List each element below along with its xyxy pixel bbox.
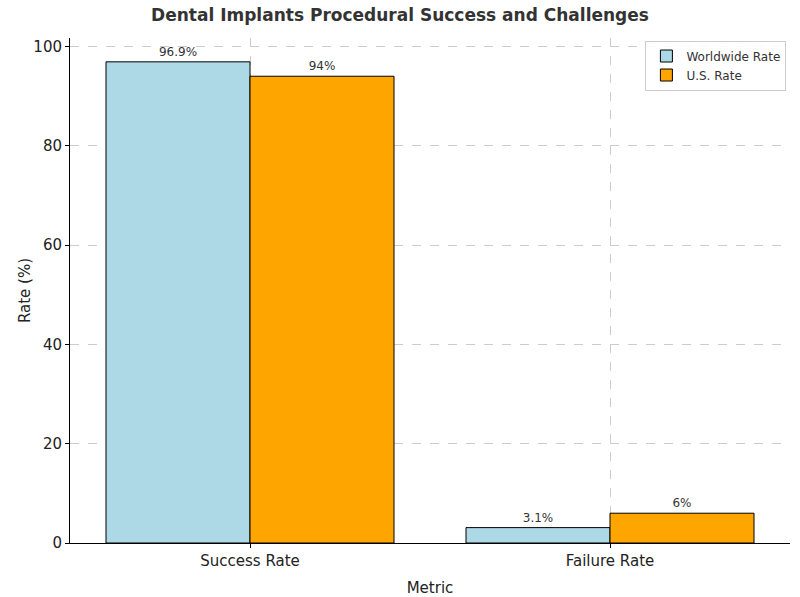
svg-text:Rate (%): Rate (%) xyxy=(16,258,34,323)
svg-text:Failure Rate: Failure Rate xyxy=(566,552,655,570)
svg-text:20: 20 xyxy=(43,435,62,453)
svg-text:0: 0 xyxy=(52,534,62,552)
svg-text:Dental Implants Procedural Suc: Dental Implants Procedural Success and C… xyxy=(151,5,649,25)
svg-text:94%: 94% xyxy=(309,59,336,73)
svg-text:96.9%: 96.9% xyxy=(159,45,197,59)
svg-text:6%: 6% xyxy=(672,496,691,510)
svg-text:40: 40 xyxy=(43,336,62,354)
svg-text:Success Rate: Success Rate xyxy=(200,552,300,570)
svg-text:Metric: Metric xyxy=(407,579,454,597)
svg-text:U.S. Rate: U.S. Rate xyxy=(686,69,741,83)
svg-text:Worldwide Rate: Worldwide Rate xyxy=(686,50,780,64)
svg-text:3.1%: 3.1% xyxy=(523,511,554,525)
svg-text:80: 80 xyxy=(43,137,62,155)
svg-text:60: 60 xyxy=(43,236,62,254)
svg-text:100: 100 xyxy=(33,38,62,56)
